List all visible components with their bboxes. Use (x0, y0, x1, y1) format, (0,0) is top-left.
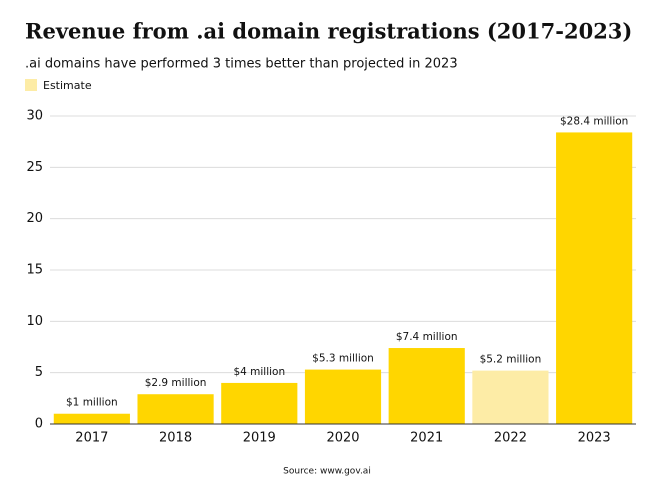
value-label: $5.2 million (480, 354, 542, 366)
legend-swatch (25, 79, 37, 91)
x-tick-label: 2020 (326, 431, 359, 446)
value-label: $5.3 million (312, 353, 374, 365)
x-tick-label: 2021 (410, 431, 443, 446)
y-tick-label: 10 (26, 314, 43, 329)
y-tick-label: 0 (35, 417, 43, 432)
bar (53, 413, 130, 424)
value-label: $2.9 million (145, 377, 207, 389)
value-label: $28.4 million (560, 115, 628, 127)
x-tick-label: 2019 (243, 431, 276, 446)
bar (388, 348, 465, 424)
y-tick-label: 15 (26, 263, 43, 278)
bar (556, 132, 633, 424)
x-tick-label: 2018 (159, 431, 192, 446)
value-label: $7.4 million (396, 331, 458, 343)
bar (137, 394, 214, 424)
y-tick-label: 20 (26, 211, 43, 226)
y-tick-label: 30 (26, 109, 43, 124)
bar (472, 370, 549, 424)
legend-label: Estimate (43, 79, 92, 92)
y-tick-label: 5 (35, 365, 43, 380)
value-label: $1 million (66, 397, 118, 409)
source: Source: www.gov.ai (283, 467, 371, 477)
x-tick-label: 2022 (494, 431, 527, 446)
x-tick-label: 2023 (578, 431, 611, 446)
y-tick-label: 25 (26, 160, 43, 175)
x-tick-label: 2017 (75, 431, 108, 446)
chart-subtitle: .ai domains have performed 3 times bette… (25, 57, 458, 72)
chart-title: Revenue from .ai domain registrations (2… (25, 19, 632, 44)
value-label: $4 million (233, 366, 285, 378)
bar (221, 382, 298, 424)
bar (304, 369, 382, 424)
